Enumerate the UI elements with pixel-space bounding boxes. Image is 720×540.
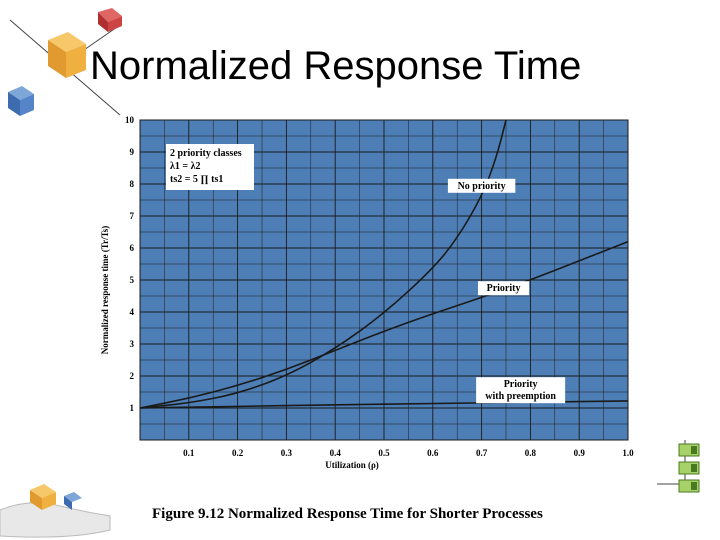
y-ticks: 1 2 3 4 5 6 7 8 9 10 bbox=[125, 115, 135, 413]
y-tick-label: 6 bbox=[130, 243, 135, 253]
series-line-priority bbox=[139, 240, 629, 409]
slide-title: Normalized Response Time bbox=[90, 44, 582, 88]
x-tick-label: 0.7 bbox=[476, 448, 488, 458]
x-tick-label: 0.3 bbox=[281, 448, 293, 458]
x-tick-label: 0.5 bbox=[378, 448, 390, 458]
y-tick-label: 5 bbox=[130, 275, 135, 285]
series-label: Priority bbox=[487, 283, 521, 294]
series-label: Priority bbox=[504, 379, 538, 390]
y-tick-label: 10 bbox=[125, 115, 135, 125]
y-tick-label: 7 bbox=[130, 211, 135, 221]
x-tick-label: 0.2 bbox=[232, 448, 244, 458]
x-tick-label: 0.6 bbox=[427, 448, 439, 458]
series-line-priority-with-preemption bbox=[139, 400, 629, 409]
series-label: No priority bbox=[458, 181, 506, 192]
legend-line-2: λ1 = λ2 bbox=[170, 161, 201, 172]
y-tick-label: 4 bbox=[130, 307, 135, 317]
y-tick-label: 9 bbox=[130, 147, 135, 157]
y-tick-label: 3 bbox=[130, 339, 135, 349]
series-label-box bbox=[476, 377, 566, 404]
y-tick-label: 1 bbox=[130, 403, 135, 413]
curves bbox=[139, 119, 629, 409]
x-tick-label: 1.0 bbox=[622, 448, 634, 458]
x-ticks: 0.1 0.2 0.3 0.4 0.5 0.6 0.7 0.8 0.9 1.0 bbox=[183, 448, 634, 458]
y-axis-title: Normalized response time (Tr/Ts) bbox=[100, 226, 110, 355]
series-line-no-priority bbox=[139, 119, 507, 409]
legend-line-1: 2 priority classes bbox=[170, 148, 242, 159]
y-tick-label: 2 bbox=[130, 371, 135, 381]
response-time-chart: 0.1 0.2 0.3 0.4 0.5 0.6 0.7 0.8 0.9 1.0 1 2 3 4 5 6 7 8 9… bbox=[100, 115, 634, 470]
series-label-box bbox=[477, 281, 530, 296]
x-tick-label: 0.8 bbox=[525, 448, 537, 458]
figure-caption: Figure 9.12 Normalized Response Time for… bbox=[152, 506, 543, 522]
flowchart-icon bbox=[657, 440, 700, 493]
y-tick-label: 8 bbox=[130, 179, 135, 189]
cube-cluster-icon bbox=[8, 8, 122, 116]
series-label-box bbox=[447, 178, 516, 193]
x-tick-label: 0.1 bbox=[183, 448, 195, 458]
legend-box: 2 priority classes λ1 = λ2 ts2 = 5 ∏ ts1 bbox=[166, 144, 254, 190]
legend-line-3: ts2 = 5 ∏ ts1 bbox=[170, 174, 223, 185]
hand-with-cubes-icon bbox=[0, 484, 111, 538]
series-label: with preemption bbox=[485, 391, 556, 402]
x-tick-label: 0.4 bbox=[330, 448, 342, 458]
x-tick-label: 0.9 bbox=[574, 448, 586, 458]
x-axis-title: Utilization (ρ) bbox=[325, 460, 379, 470]
